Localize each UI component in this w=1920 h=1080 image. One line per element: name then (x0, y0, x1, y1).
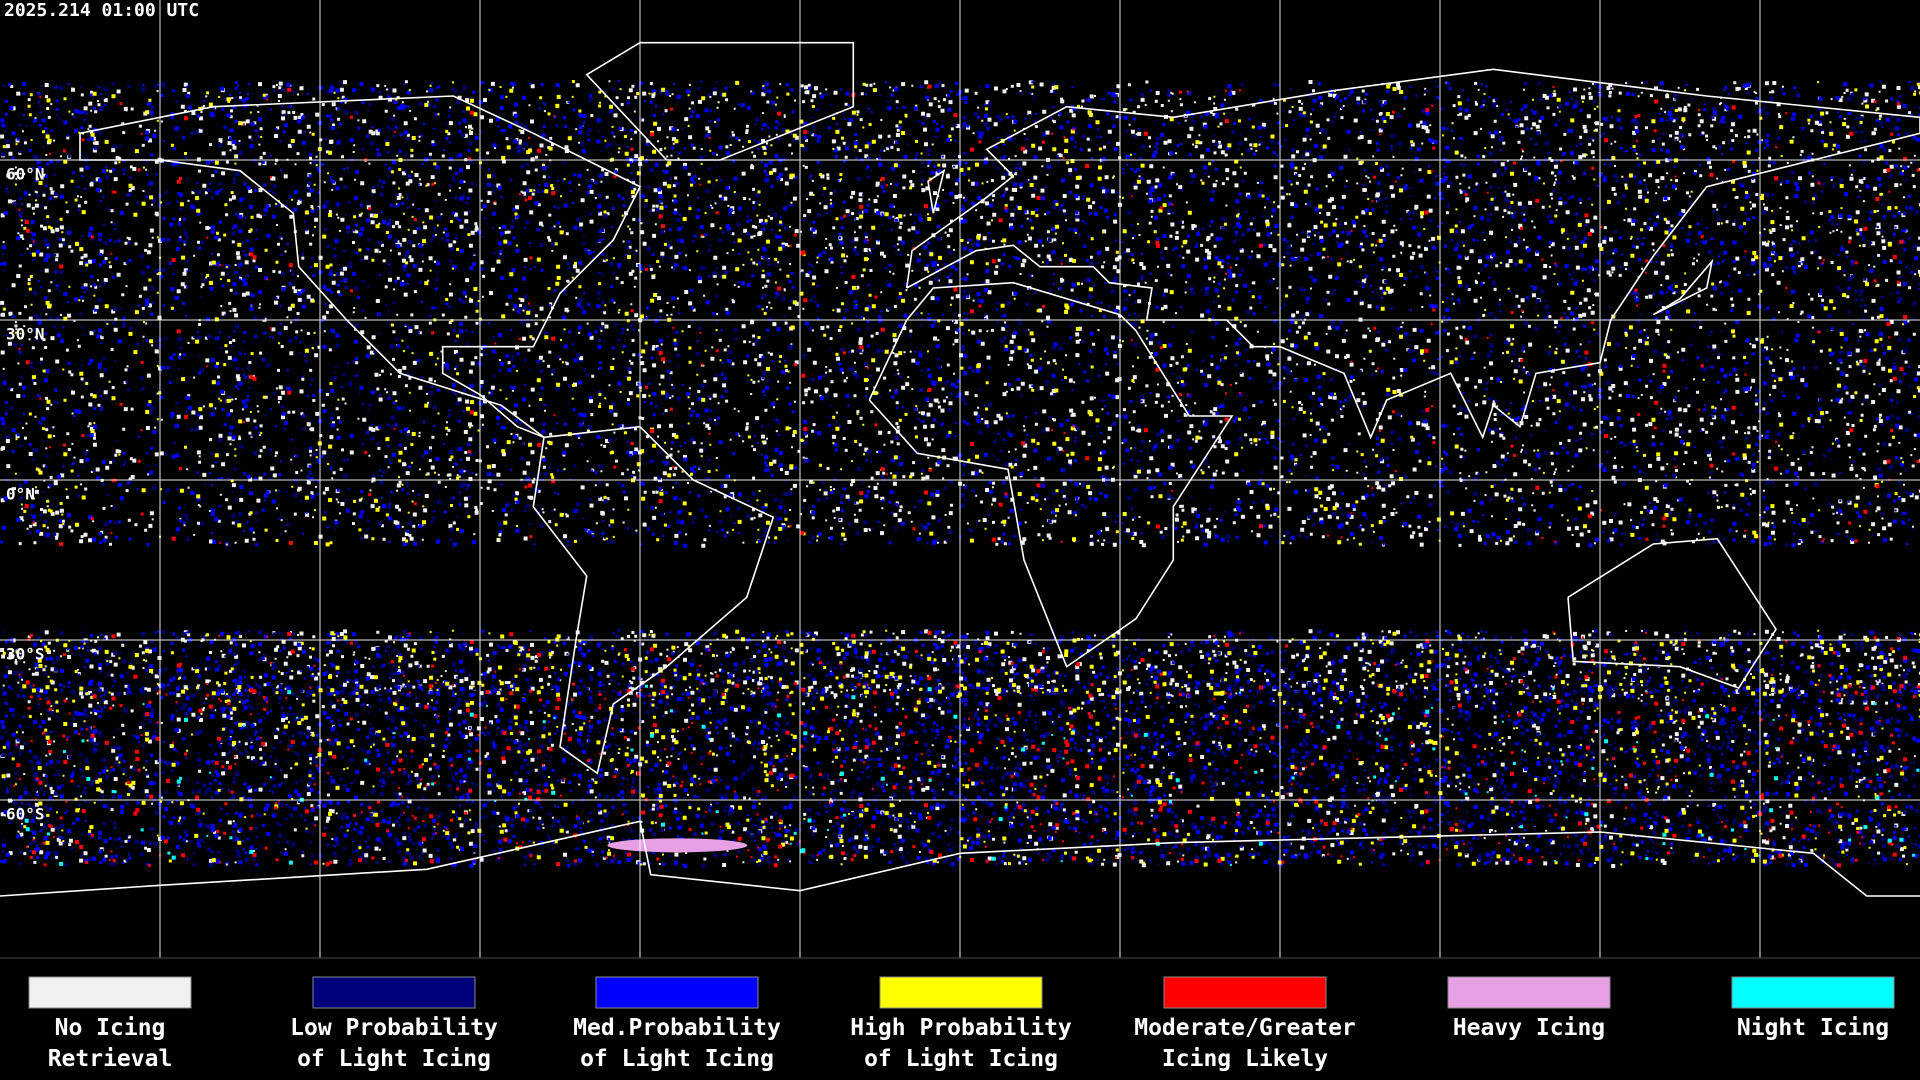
timestamp: 2025.214 01:00 UTC (4, 0, 199, 21)
latitude-label: 30°S (6, 645, 45, 664)
latitude-label: 0°N (6, 485, 35, 504)
coastline (1652, 258, 1714, 316)
graticule (0, 0, 1920, 958)
legend-label: Night Icing (1737, 1015, 1889, 1041)
legend-swatch (1163, 976, 1327, 1009)
coastline (927, 168, 946, 214)
legend: No Icing Retrieval Low Probability of Light… (28, 976, 1895, 1072)
latitude-label: 60°S (6, 805, 45, 824)
legend-label: Retrieval (48, 1046, 173, 1072)
legend-label: of Light Icing (580, 1046, 774, 1072)
legend-swatch (28, 976, 192, 1009)
legend-label: of Light Icing (864, 1046, 1058, 1072)
legend-label: Low Probability (290, 1015, 498, 1041)
latitude-label: 60°N (6, 165, 45, 184)
legend-label: Heavy Icing (1453, 1015, 1605, 1041)
legend-label: of Light Icing (297, 1046, 491, 1072)
legend-swatch (879, 976, 1043, 1009)
legend-label: Moderate/Greater (1134, 1015, 1356, 1041)
legend-label: No Icing (55, 1015, 166, 1041)
heavy-icing-area (607, 838, 748, 853)
latitude-labels: 60°N 30°N 0°N 30°S 60°S (6, 165, 45, 824)
legend-label: Icing Likely (1162, 1046, 1328, 1072)
icing-field (0, 80, 1920, 868)
latitude-label: 30°N (6, 325, 45, 344)
legend-swatch (1731, 976, 1895, 1009)
legend-label: Med.Probability (573, 1015, 781, 1041)
legend-swatch (595, 976, 759, 1009)
coastline (868, 281, 1234, 668)
legend-swatch (1447, 976, 1611, 1009)
legend-label: High Probability (850, 1015, 1072, 1041)
coastline (1567, 537, 1777, 689)
legend-swatch (312, 976, 476, 1009)
coastline (905, 68, 1920, 440)
